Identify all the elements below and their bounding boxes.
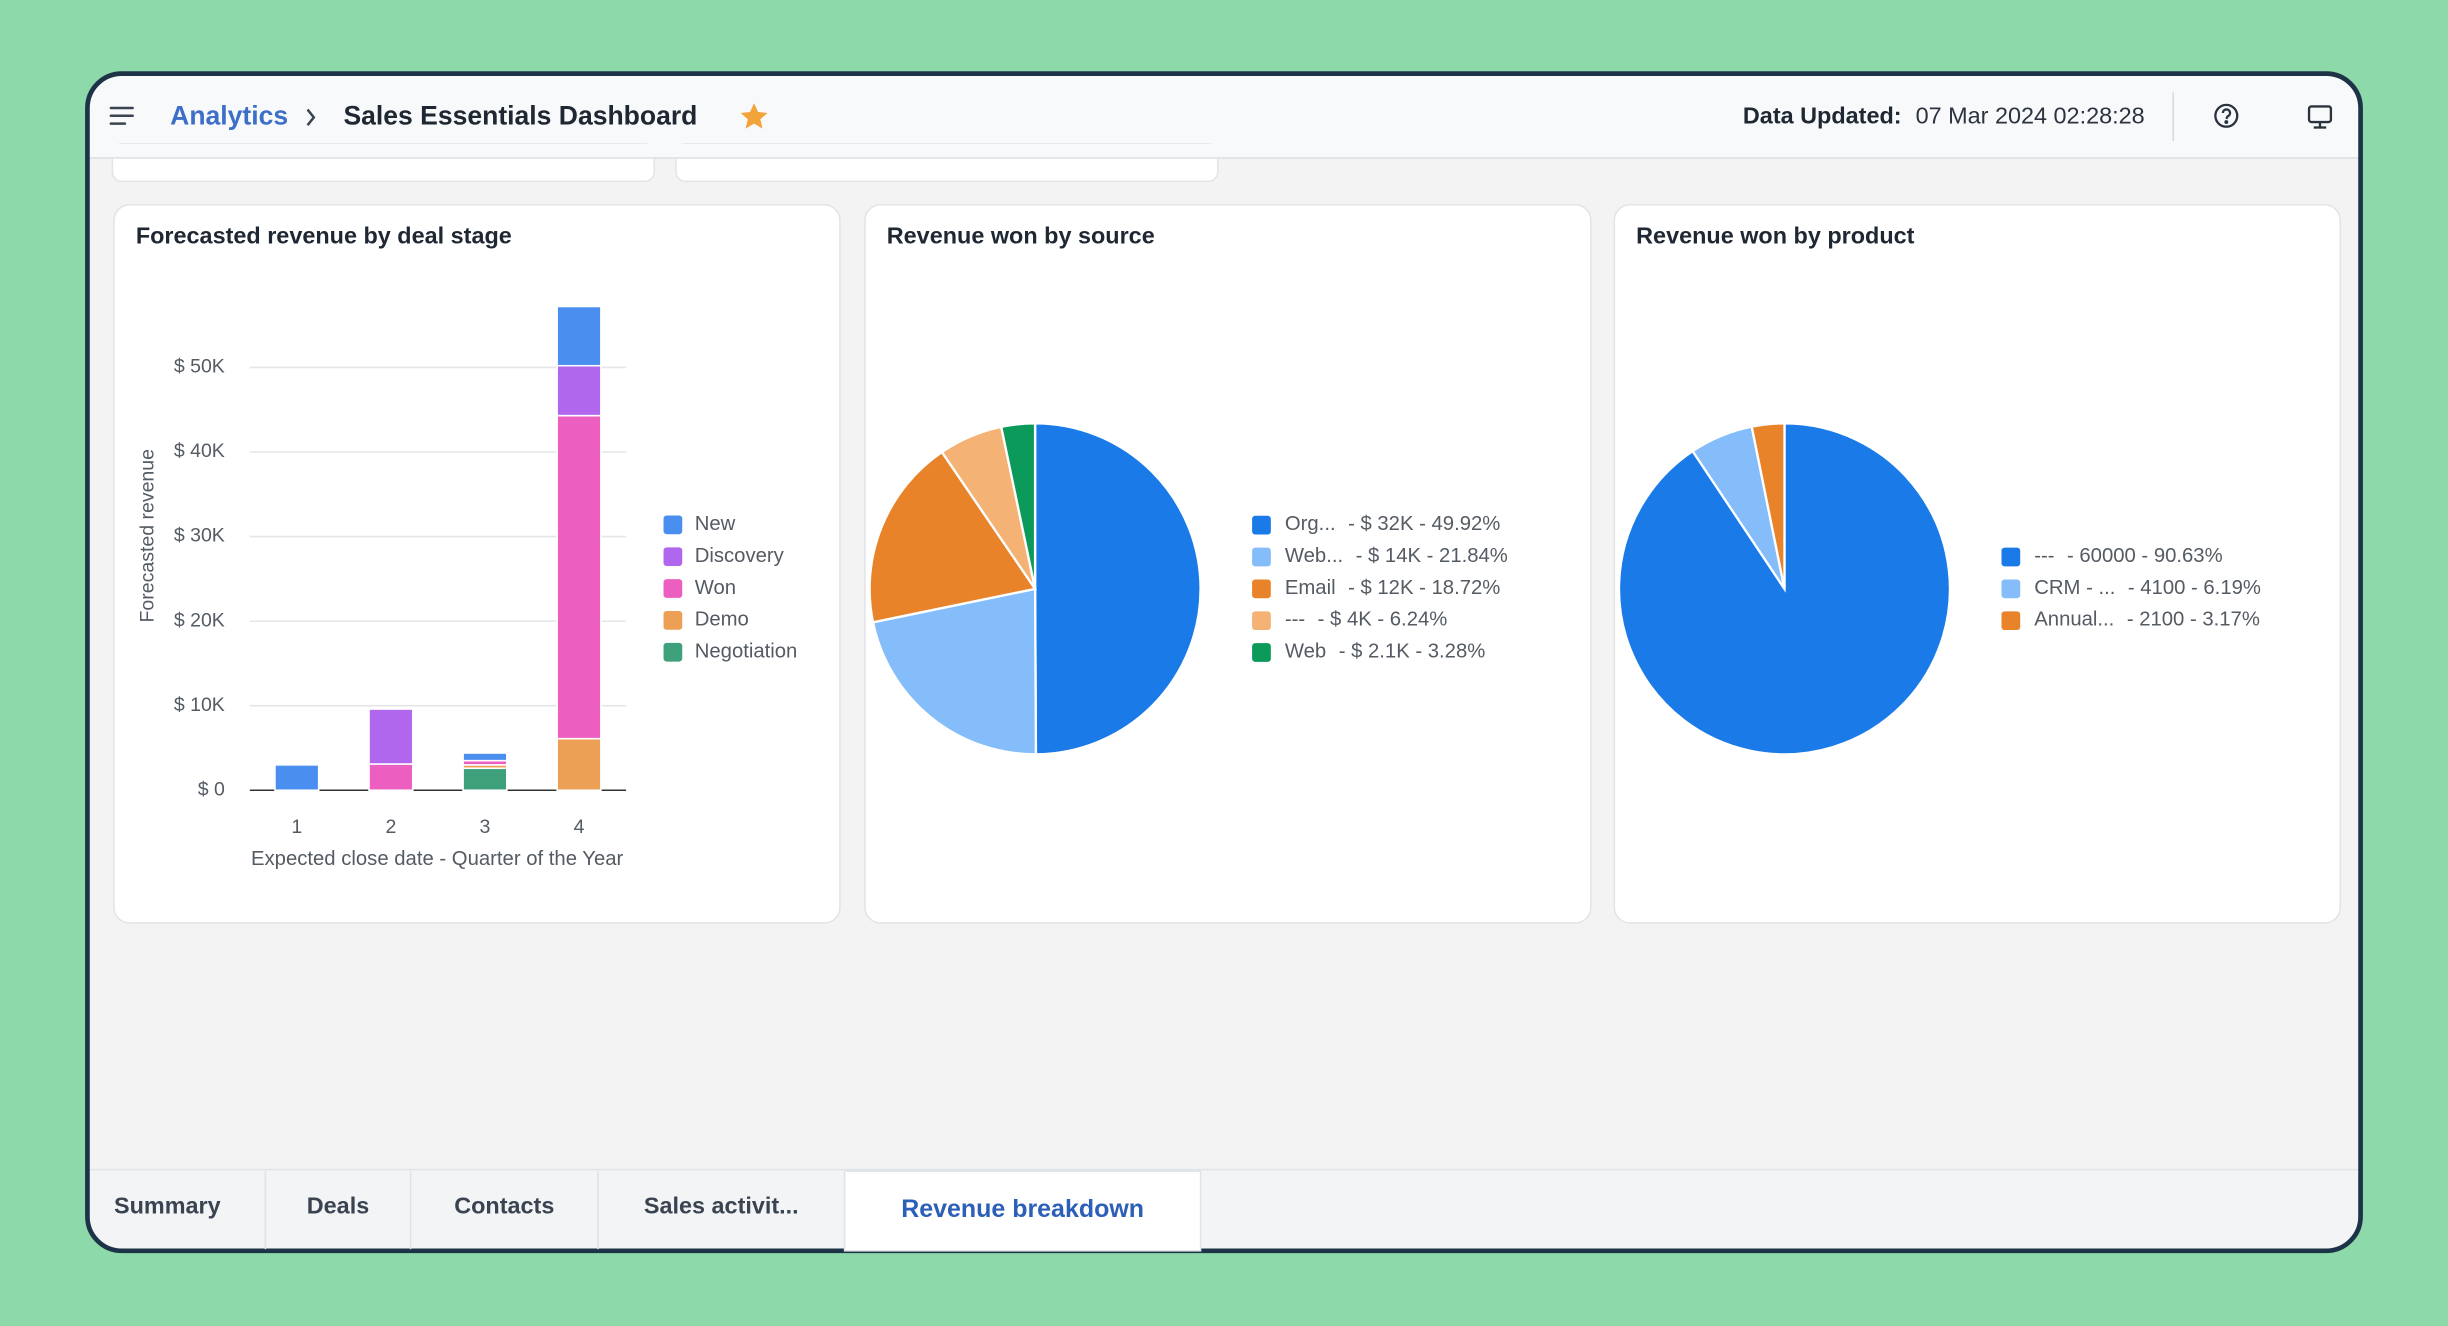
legend-category: Org...: [1285, 514, 1336, 536]
y-tick-label: $ 30K: [174, 525, 225, 547]
pie-slice: [999, 422, 1037, 590]
x-tick-label: 2: [385, 816, 396, 838]
chart-title: Revenue won by product: [1636, 223, 1915, 249]
monitor-icon[interactable]: [2307, 105, 2333, 129]
tab[interactable]: Summary: [114, 1192, 221, 1218]
tab-bar: [87, 1169, 2361, 1251]
legend-value: - $ 2.1K - 3.28%: [1339, 641, 1486, 663]
bar-segment: [368, 708, 414, 765]
legend-label[interactable]: Discovery: [695, 545, 785, 567]
pie-slice: [1617, 422, 1952, 756]
legend-category: Web: [1285, 641, 1326, 663]
legend-swatch: [663, 547, 683, 567]
tab[interactable]: Revenue breakdown: [901, 1195, 1144, 1223]
legend-category: Annual...: [2034, 609, 2114, 631]
menu-icon[interactable]: [109, 106, 134, 125]
header-bar: [87, 143, 2361, 158]
legend-value: - 4100 - 6.19%: [2128, 577, 2261, 599]
legend-swatch: [663, 642, 683, 662]
pie-slice: [1750, 422, 1786, 590]
legend-label[interactable]: --- - $ 4K - 6.24%: [1285, 609, 1447, 631]
legend-category: CRM - ...: [2034, 577, 2115, 599]
breadcrumb-link[interactable]: Analytics: [170, 100, 288, 130]
tabs: Summary Deals Contacts Sales activit... Reve…: [114, 1170, 1202, 1252]
bar-segment: [368, 763, 414, 792]
help-icon[interactable]: [2214, 103, 2239, 128]
legend-value: - $ 12K - 18.72%: [1348, 577, 1500, 599]
legend-swatch: [663, 611, 683, 630]
y-tick-label: $ 10K: [174, 694, 225, 716]
bar-segment: [274, 764, 320, 792]
bar-segment: [462, 767, 508, 792]
legend-value: - $ 14K - 21.84%: [1356, 545, 1508, 567]
legend-label[interactable]: Negotiation: [695, 641, 798, 663]
legend-swatch: [663, 515, 683, 535]
legend-label[interactable]: Web - $ 2.1K - 3.28%: [1285, 641, 1485, 663]
legend-category: Web...: [1285, 545, 1343, 567]
legend-value: - $ 32K - 49.92%: [1348, 514, 1500, 536]
legend-label[interactable]: CRM - ... - 4100 - 6.19%: [2034, 577, 2261, 599]
x-tick-label: 1: [291, 816, 302, 838]
charts: Forecasted revenue by deal stage $ 0 $ 10K…: [136, 223, 2261, 870]
legend-label[interactable]: Annual... - 2100 - 3.17%: [2034, 609, 2260, 631]
window: [87, 73, 2361, 1251]
x-tick-label: 3: [480, 816, 491, 838]
chart-title: Forecasted revenue by deal stage: [136, 223, 512, 249]
legend-category: ---: [1285, 609, 1305, 631]
legend-swatch: [2001, 579, 2021, 599]
favorite-star[interactable]: [740, 103, 768, 129]
legend-label[interactable]: --- - 60000 - 90.63%: [2034, 545, 2222, 567]
tab[interactable]: Contacts: [454, 1192, 554, 1218]
legend-label[interactable]: Demo: [695, 609, 749, 631]
legend-value: - $ 4K - 6.24%: [1318, 609, 1448, 631]
legend-label[interactable]: Org... - $ 32K - 49.92%: [1285, 514, 1500, 536]
dashboard-title: Sales Essentials Dashboard: [343, 100, 697, 130]
legend-value: - 2100 - 3.17%: [2127, 609, 2260, 631]
legend-label[interactable]: Email - $ 12K - 18.72%: [1285, 577, 1500, 599]
bar-segment: [556, 305, 602, 367]
legend-category: ---: [2034, 545, 2054, 567]
legend-swatch: [1252, 643, 1271, 662]
y-tick-label: $ 50K: [174, 356, 225, 378]
legend-swatch: [2001, 547, 2021, 567]
pie-slice: [871, 587, 1038, 756]
bar-segment: [556, 737, 602, 792]
bar-segment: [556, 364, 602, 417]
legend-swatch: [2001, 611, 2021, 631]
pie-slice: [1033, 422, 1202, 756]
x-tick-label: 4: [574, 816, 585, 838]
legend-swatch: [1252, 611, 1271, 631]
legend-swatch: [1252, 547, 1271, 567]
legend-swatch: [663, 579, 683, 598]
y-tick-label: $ 0: [198, 778, 225, 800]
chevron-icon: [306, 108, 316, 126]
legend-value: - 60000 - 90.63%: [2067, 545, 2223, 567]
legend-label[interactable]: New: [695, 513, 736, 535]
x-axis-label: Expected close date - Quarter of the Yea…: [250, 846, 624, 870]
tab[interactable]: Sales activit...: [644, 1192, 799, 1218]
updated-value: 07 Mar 2024 02:28:28: [1916, 103, 2145, 129]
legend-label[interactable]: Web... - $ 14K - 21.84%: [1285, 545, 1508, 567]
pie-slice: [868, 450, 1038, 624]
legend-label[interactable]: Won: [695, 577, 736, 599]
y-tick-label: $ 20K: [174, 609, 225, 631]
window-frame: [85, 71, 2363, 1254]
tab[interactable]: Deals: [307, 1192, 369, 1218]
legend-swatch: [1252, 579, 1271, 599]
bar-segment: [556, 414, 602, 740]
active-tab-bg: [843, 1170, 1202, 1252]
updated-label: Data Updated:: [1743, 103, 1902, 129]
card: [113, 204, 841, 924]
legend-category: Email: [1285, 577, 1336, 599]
x-axis-label-text: Expected close date - Quarter of the Yea…: [250, 846, 624, 870]
y-axis-label: Forecasted revenue: [136, 449, 158, 622]
legend-swatch: [1252, 515, 1271, 535]
bar-segment: [462, 752, 508, 762]
chart-title: Revenue won by source: [887, 223, 1155, 249]
y-tick-label: $ 40K: [174, 440, 225, 462]
